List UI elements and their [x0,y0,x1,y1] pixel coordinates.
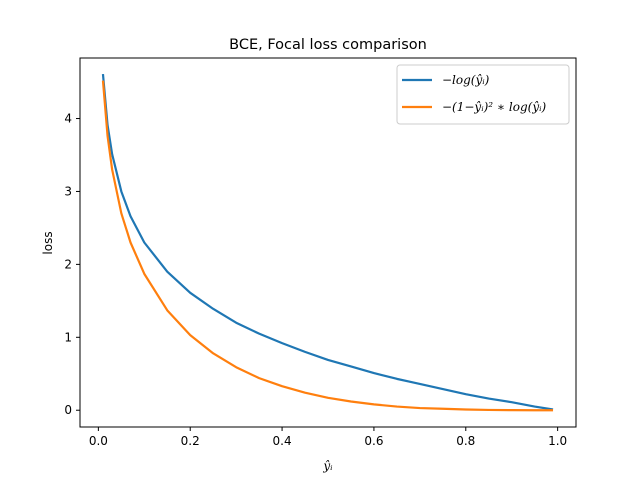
x-tick-label: 0.0 [89,434,108,448]
plot-frame [79,57,577,428]
legend-box [396,64,570,125]
y-ticks: 0 1 2 3 4 [64,112,80,417]
y-tick-label: 3 [64,184,72,198]
series-layer [101,73,554,412]
chart-title: BCE, Focal loss comparison [229,37,427,53]
legend-label-bce: −log(ŷᵢ) [442,73,490,87]
legend: −log(ŷᵢ) −(1−ŷᵢ)² ∗ log(ŷᵢ) [396,64,570,125]
x-tick-label: 0.8 [456,434,475,448]
x-tick-label: 0.4 [273,434,292,448]
x-ticks: 0.0 0.2 0.4 0.6 0.8 1.0 [89,427,567,448]
x-tick-label: 1.0 [548,434,567,448]
y-tick-label: 1 [64,330,72,344]
series-line-1 [101,80,554,412]
legend-label-focal: −(1−ŷᵢ)² ∗ log(ŷᵢ) [442,100,547,114]
x-tick-label: 0.6 [364,434,383,448]
x-tick-label: 0.2 [181,434,200,448]
series-line-0 [101,73,554,411]
x-axis-label: ŷᵢ [322,459,333,473]
y-tick-label: 2 [64,257,72,271]
y-tick-label: 4 [64,112,72,126]
y-tick-label: 0 [64,403,72,417]
y-axis-label: loss [41,231,55,254]
